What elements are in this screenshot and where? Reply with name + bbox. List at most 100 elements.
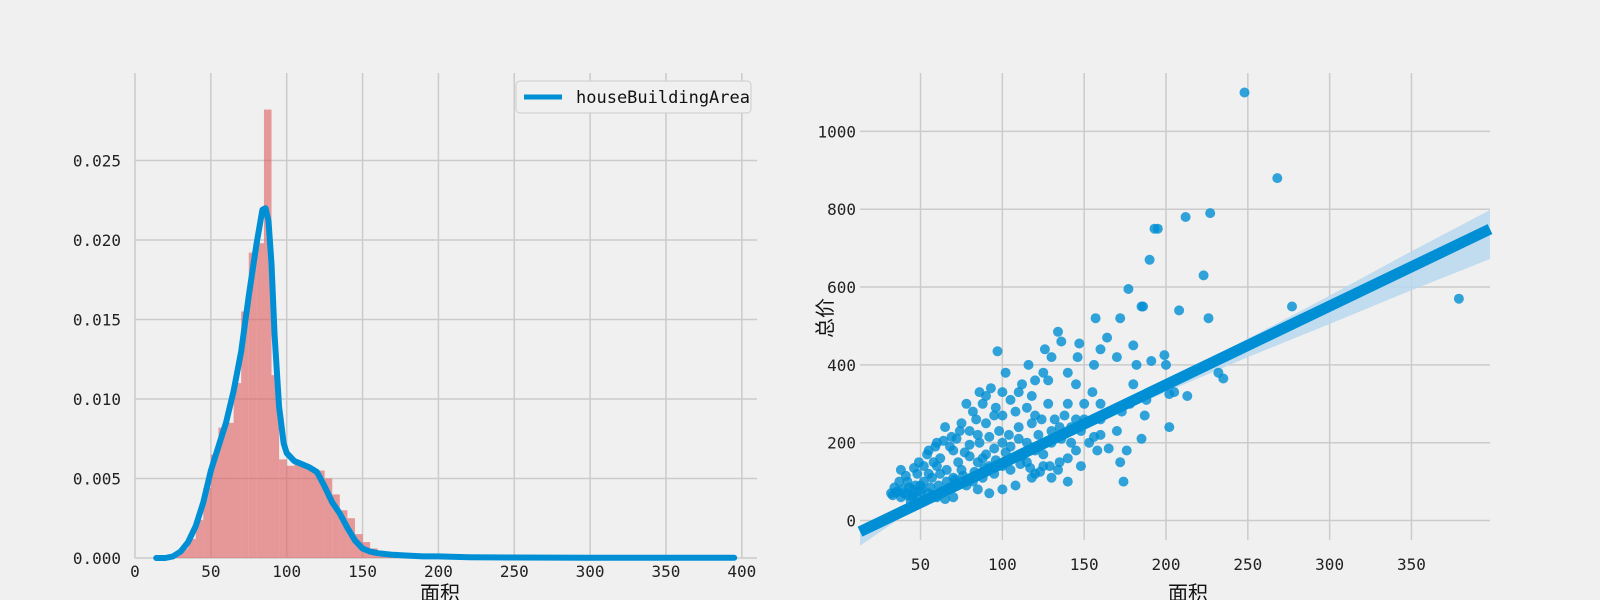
y-tick-label: 1000: [817, 122, 856, 141]
scatter-point: [1182, 391, 1193, 401]
scatter-point: [984, 431, 995, 442]
scatter-point: [967, 406, 978, 417]
x-tick-label: 350: [1397, 555, 1426, 574]
scatter-point: [1062, 453, 1073, 464]
scatter-point: [964, 426, 975, 436]
scatter-point: [1049, 414, 1060, 425]
scatter-point: [1026, 391, 1037, 401]
scatter-point: [935, 453, 946, 464]
scatter-point: [1043, 375, 1054, 386]
scatter-point: [997, 387, 1008, 398]
scatter-point: [1164, 422, 1175, 433]
distribution-x-axis-label: 面积: [420, 581, 460, 600]
y-tick-label: 0.015: [73, 310, 121, 329]
scatter-point: [1103, 443, 1114, 454]
scatter-point: [1218, 373, 1229, 384]
scatter-point: [994, 426, 1005, 436]
scatter-point: [1089, 359, 1099, 370]
histogram-bar: [309, 470, 318, 558]
scatter-point: [959, 447, 970, 458]
legend-label: houseBuildingArea: [576, 88, 750, 108]
histogram-bar: [324, 478, 333, 558]
histogram-bar: [301, 465, 310, 558]
histogram-bar: [241, 311, 249, 558]
scatter-point: [972, 484, 983, 495]
scatter-point: [956, 418, 967, 429]
scatter-point: [1056, 336, 1067, 347]
scatter-point: [1030, 375, 1041, 386]
scatter-point: [1053, 464, 1063, 475]
scatter-point: [997, 437, 1008, 448]
scatter-point: [1071, 445, 1081, 456]
regression-plot: 50 100 150 200 250 300 350 0 200 400 600 800 1000 面积…: [813, 73, 1493, 600]
scatter-point: [1038, 367, 1049, 378]
scatter-point: [989, 410, 1000, 421]
scatter-point: [1046, 472, 1057, 483]
x-tick-label: 200: [424, 562, 453, 581]
scatter-point: [917, 484, 928, 495]
scatter-point: [1239, 87, 1250, 98]
scatter-point: [1159, 350, 1170, 361]
scatter-point: [948, 445, 959, 456]
histogram-bar: [218, 427, 227, 558]
scatter-point: [964, 439, 975, 450]
scatter-point: [1017, 379, 1027, 390]
scatter-point: [1074, 338, 1085, 349]
histogram-bar: [180, 548, 189, 558]
scatter-point: [1062, 367, 1073, 378]
scatter-point: [989, 443, 1000, 454]
scatter-point: [1021, 402, 1032, 413]
scatter-point: [1072, 352, 1083, 363]
histogram-bar: [195, 519, 204, 558]
histogram-bar: [286, 465, 295, 558]
histogram-bar: [332, 494, 340, 558]
histogram-bar: [188, 538, 196, 558]
scatter-point: [992, 346, 1003, 357]
x-tick-label: 50: [201, 562, 220, 581]
scatter-point: [887, 490, 898, 501]
scatter-point: [974, 437, 985, 448]
scatter-point: [1043, 398, 1054, 409]
scatter-point: [1013, 422, 1024, 433]
histogram-bar: [248, 252, 257, 558]
y-tick-label: 800: [827, 200, 856, 219]
scatter-point: [1010, 406, 1021, 417]
scatter-point: [1272, 173, 1283, 184]
x-tick-label: 250: [500, 562, 529, 581]
x-tick-label: 300: [1315, 555, 1344, 574]
scatter-point: [1180, 212, 1191, 222]
x-tick-label: 100: [272, 562, 301, 581]
scatter-point: [985, 383, 996, 394]
scatter-point: [977, 398, 988, 409]
scatter-point: [977, 453, 988, 464]
x-tick-label: 100: [988, 555, 1017, 574]
scatter-point: [1118, 476, 1129, 487]
legend: houseBuildingArea: [515, 80, 752, 114]
x-tick-label: 300: [576, 562, 605, 581]
scatter-point: [953, 457, 964, 468]
scatter-point: [922, 449, 933, 460]
scatter-point: [946, 431, 957, 442]
scatter-point: [1136, 433, 1147, 444]
scatter-point: [940, 422, 951, 433]
scatter-point: [923, 468, 934, 479]
y-tick-label: 0.020: [73, 231, 121, 250]
scatter-point: [1111, 352, 1122, 363]
scatter-point: [1075, 461, 1086, 472]
y-tick-label: 600: [827, 278, 856, 297]
scatter-point: [1152, 223, 1163, 234]
scatter-point: [1023, 359, 1034, 370]
scatter-point: [1013, 387, 1024, 398]
histogram-bar: [279, 459, 287, 558]
scatter-point: [1090, 313, 1101, 324]
scatter-point: [1174, 305, 1185, 316]
regression-grid: [860, 73, 1490, 540]
y-tick-label: 0.005: [73, 469, 121, 488]
scatter-point: [1123, 284, 1134, 294]
y-tick-label: 400: [827, 356, 856, 375]
histogram-bar: [226, 422, 234, 558]
scatter-point: [1033, 429, 1044, 440]
scatter-point: [1287, 301, 1297, 312]
y-tick-label: 200: [827, 434, 856, 453]
